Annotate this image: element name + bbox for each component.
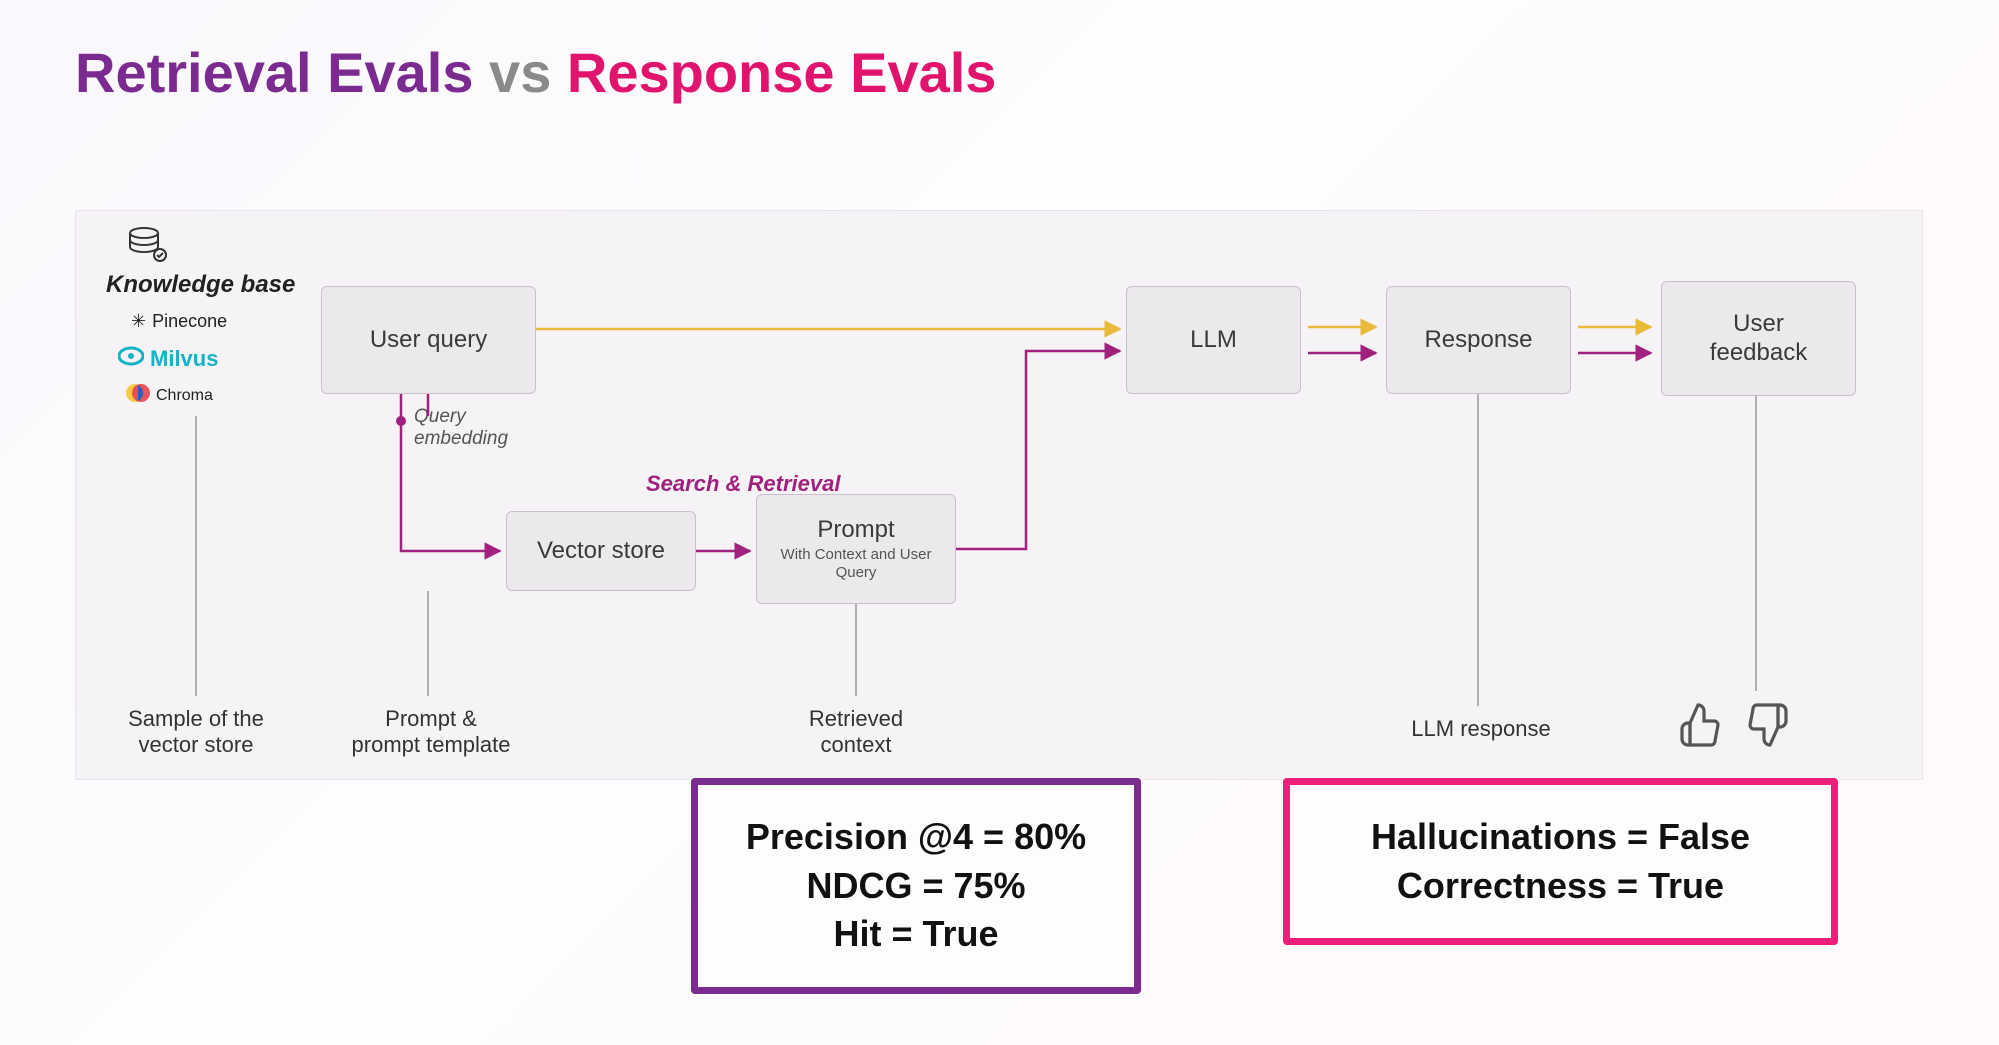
user-feedback-label: Userfeedback <box>1710 310 1807 368</box>
logo-chroma: Chroma <box>126 381 213 410</box>
title-part2: Response Evals <box>567 41 997 104</box>
node-llm: LLM <box>1126 286 1301 394</box>
drop-llm-response: LLM response <box>1371 716 1591 742</box>
prompt-label: Prompt <box>817 516 894 544</box>
chroma-label: Chroma <box>156 387 213 405</box>
node-vector-store: Vector store <box>506 511 696 591</box>
pinecone-label: Pinecone <box>152 311 227 332</box>
node-user-query: User query <box>321 286 536 394</box>
thumbs-up-icon <box>1676 701 1724 749</box>
node-user-feedback: Userfeedback <box>1661 281 1856 396</box>
title-vs: vs <box>489 41 551 104</box>
node-response: Response <box>1386 286 1571 394</box>
logo-milvus: Milvus <box>118 346 218 372</box>
milvus-label: Milvus <box>150 346 218 372</box>
user-query-label: User query <box>370 326 487 354</box>
drop-sample-vector: Sample of thevector store <box>86 706 306 758</box>
retrieval-eval-row-0: Precision @4 = 80% <box>728 813 1104 862</box>
milvus-icon <box>118 346 144 372</box>
knowledge-base-header: Knowledge base <box>106 271 295 299</box>
response-eval-row-1: Correctness = True <box>1320 862 1801 911</box>
drop-retrieved-context: Retrievedcontext <box>746 706 966 758</box>
drop-prompt-template: Prompt &prompt template <box>321 706 541 758</box>
annot-search-retrieval: Search & Retrieval <box>646 471 840 497</box>
page-title: Retrieval Evals vs Response Evals <box>75 40 996 105</box>
thumbs-down-icon <box>1744 701 1792 749</box>
prompt-sub: With Context and User Query <box>765 546 947 582</box>
response-eval-row-0: Hallucinations = False <box>1320 813 1801 862</box>
diagram-panel: Knowledge base ✳ Pinecone Milvus Chroma … <box>75 210 1923 780</box>
annot-query-embedding: Queryembedding <box>414 406 534 450</box>
chroma-icon <box>126 381 150 410</box>
vector-store-label: Vector store <box>537 537 665 565</box>
retrieval-eval-box: Precision @4 = 80% NDCG = 75% Hit = True <box>691 778 1141 994</box>
logo-pinecone: ✳ Pinecone <box>131 311 227 332</box>
title-part1: Retrieval Evals <box>75 41 473 104</box>
node-prompt: Prompt With Context and User Query <box>756 494 956 604</box>
llm-label: LLM <box>1190 326 1237 354</box>
response-label: Response <box>1424 326 1532 354</box>
retrieval-eval-row-2: Hit = True <box>728 910 1104 959</box>
retrieval-eval-row-1: NDCG = 75% <box>728 862 1104 911</box>
pinecone-icon: ✳ <box>131 311 146 332</box>
response-eval-box: Hallucinations = False Correctness = Tru… <box>1283 778 1838 945</box>
database-icon <box>124 225 168 274</box>
thumbs-icons <box>1676 701 1792 749</box>
